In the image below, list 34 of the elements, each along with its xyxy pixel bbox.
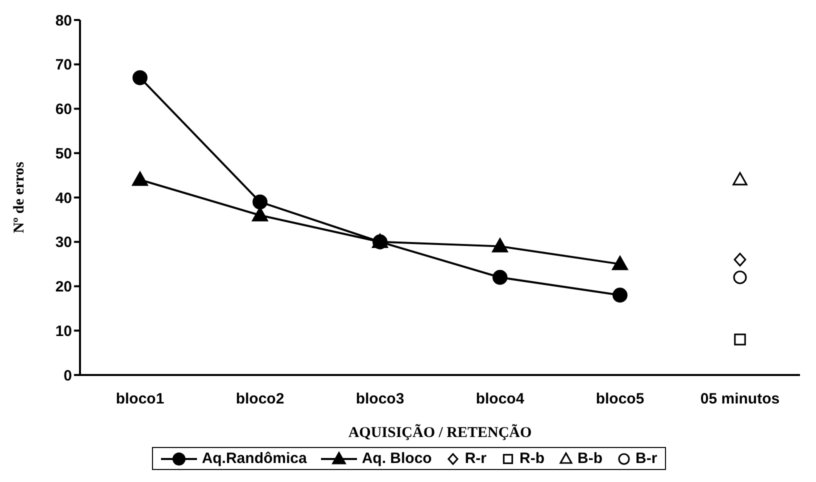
x-tick-label: bloco4 bbox=[476, 390, 525, 408]
y-tick-label: 70 bbox=[55, 56, 72, 74]
y-tick-label: 60 bbox=[55, 101, 72, 118]
legend-label: B-b bbox=[578, 450, 602, 467]
legend-label: B-r bbox=[636, 450, 658, 467]
x-tick-label: bloco1 bbox=[116, 390, 164, 408]
point bbox=[132, 70, 148, 86]
point bbox=[252, 194, 268, 210]
point bbox=[734, 334, 746, 346]
x-tick-label: 05 minutos bbox=[700, 390, 780, 408]
y-axis-title: Nº de erros bbox=[11, 162, 28, 234]
legend-label: Aq.Randômica bbox=[202, 450, 307, 467]
legend-label: Aq. Bloco bbox=[362, 450, 432, 467]
legend-label: R-r bbox=[464, 450, 486, 467]
point bbox=[492, 270, 508, 285]
point bbox=[733, 270, 747, 284]
y-tick-label: 80 bbox=[55, 12, 72, 30]
y-tick-label: 50 bbox=[55, 145, 72, 162]
point bbox=[132, 171, 148, 186]
x-tick-label: bloco5 bbox=[596, 390, 644, 408]
y-tick-label: 0 bbox=[64, 367, 72, 384]
x-tick-label: bloco3 bbox=[356, 390, 404, 408]
point bbox=[612, 288, 628, 303]
point bbox=[734, 252, 746, 266]
point bbox=[492, 238, 508, 252]
x-axis-title: AQUISIÇÃO / RETENÇÃO bbox=[348, 424, 532, 441]
y-tick-label: 40 bbox=[55, 190, 72, 207]
y-tick-label: 20 bbox=[55, 278, 72, 296]
point bbox=[612, 256, 628, 270]
x-tick-label: bloco2 bbox=[236, 390, 284, 408]
legend-label: R-b bbox=[520, 450, 544, 467]
point bbox=[732, 172, 748, 186]
y-tick-label: 30 bbox=[55, 234, 72, 252]
y-tick-label: 10 bbox=[55, 322, 72, 340]
